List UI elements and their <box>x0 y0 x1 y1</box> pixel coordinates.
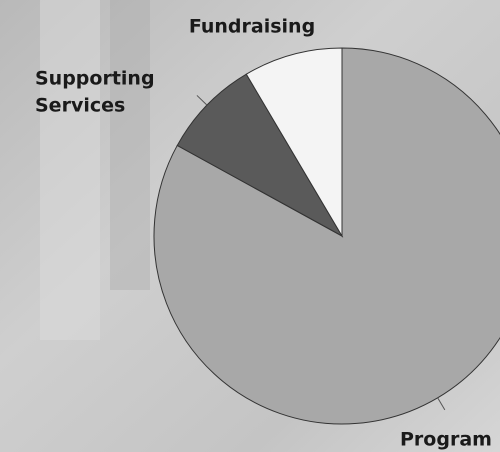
leader-line <box>196 95 208 106</box>
slice-label: Fundraising <box>189 16 315 38</box>
slice-label: Services <box>35 95 125 117</box>
pie <box>153 47 500 425</box>
slice-label: Program <box>400 429 492 451</box>
pie-slice <box>153 47 500 425</box>
pie-slice <box>245 47 343 238</box>
background-detail <box>110 0 150 290</box>
slice-label: Supporting <box>35 68 155 90</box>
background-detail <box>40 0 100 340</box>
pie-slice <box>176 73 344 238</box>
leader-line <box>437 397 446 411</box>
